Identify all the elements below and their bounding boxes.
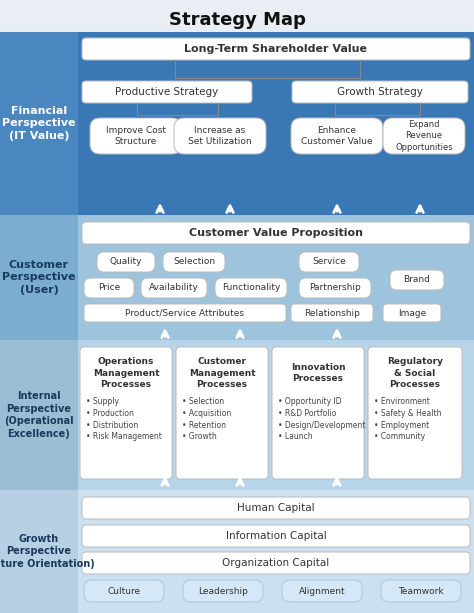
FancyBboxPatch shape xyxy=(84,304,286,322)
Bar xyxy=(78,490,474,613)
Bar xyxy=(78,340,474,490)
Text: Growth
Perspective
(Future Orientation): Growth Perspective (Future Orientation) xyxy=(0,534,95,569)
Text: Service: Service xyxy=(312,257,346,267)
Text: Enhance
Customer Value: Enhance Customer Value xyxy=(301,126,373,146)
Text: Operations
Management
Processes: Operations Management Processes xyxy=(93,357,159,389)
FancyBboxPatch shape xyxy=(383,118,465,154)
FancyBboxPatch shape xyxy=(383,304,441,322)
Text: Quality: Quality xyxy=(110,257,142,267)
FancyBboxPatch shape xyxy=(82,81,252,103)
FancyBboxPatch shape xyxy=(174,118,266,154)
FancyBboxPatch shape xyxy=(84,580,164,602)
Text: Information Capital: Information Capital xyxy=(226,531,327,541)
FancyBboxPatch shape xyxy=(163,252,225,272)
Bar xyxy=(0,490,474,613)
FancyBboxPatch shape xyxy=(84,278,134,298)
Text: Selection: Selection xyxy=(173,257,215,267)
Bar xyxy=(0,215,474,340)
Text: Relationship: Relationship xyxy=(304,308,360,318)
FancyBboxPatch shape xyxy=(141,278,207,298)
Text: Functionality: Functionality xyxy=(222,283,280,292)
FancyBboxPatch shape xyxy=(82,222,470,244)
Text: Price: Price xyxy=(98,283,120,292)
Text: Strategy Map: Strategy Map xyxy=(169,11,305,29)
Text: Customer
Perspective
(User): Customer Perspective (User) xyxy=(2,260,76,295)
Text: • Selection
• Acquisition
• Retention
• Growth: • Selection • Acquisition • Retention • … xyxy=(182,397,231,441)
Text: • Environment
• Safety & Health
• Employment
• Community: • Environment • Safety & Health • Employ… xyxy=(374,397,441,441)
Text: Brand: Brand xyxy=(403,275,430,284)
Text: Expand
Revenue
Opportunities: Expand Revenue Opportunities xyxy=(395,120,453,151)
Text: Regulatory
& Social
Processes: Regulatory & Social Processes xyxy=(387,357,443,389)
Text: Human Capital: Human Capital xyxy=(237,503,315,513)
Text: • Opportunity ID
• R&D Portfolio
• Design/Development
• Launch: • Opportunity ID • R&D Portfolio • Desig… xyxy=(278,397,365,441)
Text: Leadership: Leadership xyxy=(198,587,248,595)
FancyBboxPatch shape xyxy=(80,347,172,479)
FancyBboxPatch shape xyxy=(368,347,462,479)
Text: Organization Capital: Organization Capital xyxy=(222,558,329,568)
Text: Availability: Availability xyxy=(149,283,199,292)
Text: Customer Value Proposition: Customer Value Proposition xyxy=(189,228,363,238)
FancyBboxPatch shape xyxy=(299,252,359,272)
Text: Partnership: Partnership xyxy=(309,283,361,292)
Text: Customer
Management
Processes: Customer Management Processes xyxy=(189,357,255,389)
Text: Alignment: Alignment xyxy=(299,587,346,595)
Text: • Supply
• Production
• Distribution
• Risk Management: • Supply • Production • Distribution • R… xyxy=(86,397,162,441)
Bar xyxy=(0,32,474,215)
FancyBboxPatch shape xyxy=(282,580,362,602)
FancyBboxPatch shape xyxy=(390,270,444,290)
FancyBboxPatch shape xyxy=(90,118,182,154)
Bar xyxy=(78,215,474,340)
Text: Internal
Perspective
(Operational
Excellence): Internal Perspective (Operational Excell… xyxy=(4,391,74,438)
FancyBboxPatch shape xyxy=(183,580,263,602)
FancyBboxPatch shape xyxy=(82,497,470,519)
FancyBboxPatch shape xyxy=(82,552,470,574)
Text: Product/Service Attributes: Product/Service Attributes xyxy=(126,308,245,318)
Text: Financial
Perspective
(IT Value): Financial Perspective (IT Value) xyxy=(2,106,76,141)
FancyBboxPatch shape xyxy=(291,304,373,322)
Text: Innovation
Processes: Innovation Processes xyxy=(291,363,346,383)
Text: Increase as
Set Utilization: Increase as Set Utilization xyxy=(188,126,252,146)
FancyBboxPatch shape xyxy=(292,81,468,103)
FancyBboxPatch shape xyxy=(215,278,287,298)
FancyBboxPatch shape xyxy=(381,580,461,602)
FancyBboxPatch shape xyxy=(176,347,268,479)
FancyBboxPatch shape xyxy=(272,347,364,479)
Text: Image: Image xyxy=(398,308,426,318)
Text: Teamwork: Teamwork xyxy=(398,587,444,595)
Bar xyxy=(0,340,474,490)
Bar xyxy=(78,32,474,215)
FancyBboxPatch shape xyxy=(82,38,470,60)
FancyBboxPatch shape xyxy=(299,278,371,298)
FancyBboxPatch shape xyxy=(97,252,155,272)
Text: Culture: Culture xyxy=(108,587,141,595)
Text: Improve Cost
Structure: Improve Cost Structure xyxy=(106,126,166,146)
Text: Productive Strategy: Productive Strategy xyxy=(115,87,219,97)
FancyBboxPatch shape xyxy=(82,525,470,547)
Text: Long-Term Shareholder Value: Long-Term Shareholder Value xyxy=(184,44,367,54)
Text: Growth Strategy: Growth Strategy xyxy=(337,87,423,97)
FancyBboxPatch shape xyxy=(291,118,383,154)
